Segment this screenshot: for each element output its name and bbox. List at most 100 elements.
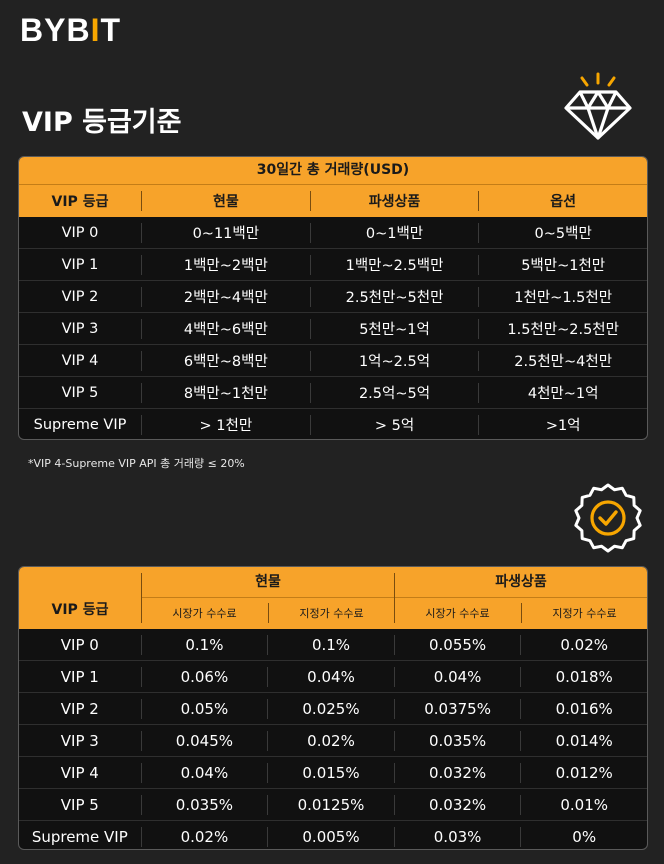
deriv-taker-fee-cell: 0.055% — [428, 635, 487, 654]
derivatives-volume-cell: 2.5천만~5천만 — [345, 290, 444, 306]
footnote: *VIP 4-Supreme VIP API 총 거래량 ≤ 20% — [28, 457, 245, 470]
deriv-maker-fee-cell: 0% — [572, 827, 597, 846]
deriv-taker-fee-cell: 0.0375% — [424, 699, 491, 718]
spot-volume-cell: 4백만~6백만 — [183, 322, 268, 338]
diamond-icon — [564, 72, 632, 140]
deriv-maker-fee-cell: 0.014% — [555, 731, 613, 750]
spot-volume-cell: 6백만~8백만 — [183, 354, 268, 370]
options-volume-cell: 0~5백만 — [534, 226, 592, 242]
options-volume-cell: 4천만~1억 — [527, 386, 599, 402]
fee-group-derivatives: 파생상품 — [395, 567, 647, 598]
badge-check-icon — [574, 483, 642, 553]
volume-table-column-headers: VIP 등급 현물 파생상품 옵션 — [19, 185, 647, 217]
options-volume-cell: >1억 — [545, 418, 581, 434]
fee-table-row: VIP 5 0.035% 0.0125% 0.032% 0.01% — [19, 788, 647, 820]
deriv-taker-fee-cell: 0.032% — [428, 763, 487, 782]
spot-volume-cell: 1백만~2백만 — [183, 258, 268, 274]
spot-maker-fee-cell: 0.1% — [311, 635, 351, 654]
spot-maker-fee-cell: 0.04% — [307, 667, 355, 686]
fee-table-row: VIP 4 0.04% 0.015% 0.032% 0.012% — [19, 756, 647, 788]
spot-taker-fee-cell: 0.045% — [175, 731, 233, 750]
options-volume-cell: 1.5천만~2.5천만 — [507, 322, 619, 338]
spot-volume-cell: 0~11백만 — [192, 226, 260, 242]
fee-table-row: Supreme VIP 0.02% 0.005% 0.03% 0% — [19, 820, 647, 849]
fee-subheader-spot-taker: 시장가 수수료 — [172, 607, 237, 620]
spot-taker-fee-cell: 0.1% — [185, 635, 224, 654]
options-volume-cell: 5백만~1천만 — [521, 258, 606, 274]
tier-cell: VIP 4 — [61, 352, 99, 369]
tier-cell: VIP 2 — [60, 699, 99, 718]
volume-table-row: Supreme VIP > 1천만 > 5억 >1억 — [19, 408, 647, 439]
derivatives-volume-cell: 2.5억~5억 — [358, 386, 431, 402]
tier-cell: VIP 3 — [60, 731, 99, 750]
deriv-taker-fee-cell: 0.035% — [428, 731, 487, 750]
spot-maker-fee-cell: 0.005% — [302, 827, 360, 846]
spot-maker-fee-cell: 0.0125% — [297, 795, 365, 814]
spot-taker-fee-cell: 0.02% — [180, 827, 229, 846]
spot-volume-cell: 8백만~1천만 — [183, 386, 268, 402]
volume-table-row: VIP 4 6백만~8백만 1억~2.5억 2.5천만~4천만 — [19, 344, 647, 376]
derivatives-volume-cell: 1억~2.5억 — [358, 354, 431, 370]
tier-cell: VIP 0 — [61, 224, 99, 241]
fee-table-row: VIP 3 0.045% 0.02% 0.035% 0.014% — [19, 724, 647, 756]
deriv-maker-fee-cell: 0.01% — [560, 795, 609, 814]
volume-table-row: VIP 5 8백만~1천만 2.5억~5억 4천만~1억 — [19, 376, 647, 408]
fee-col-header-tier: VIP 등급 — [51, 602, 109, 618]
spot-maker-fee-cell: 0.02% — [307, 731, 355, 750]
tier-cell: VIP 1 — [60, 667, 99, 686]
volume-table-row: VIP 2 2백만~4백만 2.5천만~5천만 1천만~1.5천만 — [19, 280, 647, 312]
volume-table-row: VIP 3 4백만~6백만 5천만~1억 1.5천만~2.5천만 — [19, 312, 647, 344]
deriv-maker-fee-cell: 0.012% — [555, 763, 613, 782]
spot-maker-fee-cell: 0.025% — [302, 699, 360, 718]
tier-cell: VIP 5 — [60, 795, 99, 814]
fee-subheader-deriv-maker: 지정가 수수료 — [552, 607, 617, 620]
tier-cell: VIP 4 — [60, 763, 99, 782]
deriv-maker-fee-cell: 0.016% — [555, 699, 613, 718]
tier-cell: VIP 5 — [61, 384, 99, 401]
tier-cell: VIP 2 — [61, 288, 99, 305]
volume-criteria-table: 30일간 총 거래량(USD) VIP 등급 현물 파생상품 옵션 VIP 0 0… — [18, 156, 648, 440]
deriv-taker-fee-cell: 0.032% — [428, 795, 487, 814]
tier-cell: VIP 0 — [60, 635, 99, 654]
deriv-taker-fee-cell: 0.03% — [433, 827, 482, 846]
volume-table-body: VIP 0 0~11백만 0~1백만 0~5백만 VIP 1 1백만~2백만 1백만~2.5… — [19, 217, 647, 439]
fee-table-row: VIP 1 0.06% 0.04% 0.04% 0.018% — [19, 660, 647, 692]
derivatives-volume-cell: 5천만~1억 — [359, 322, 430, 338]
spot-maker-fee-cell: 0.015% — [302, 763, 360, 782]
col-header-options: 옵션 — [550, 194, 577, 210]
fee-table-header: VIP 등급 현물 파생상품 시장가 수수료 지정가 수수료 시장가 수수료 지… — [19, 567, 647, 629]
fee-subheader-deriv-taker: 시장가 수수료 — [425, 607, 490, 620]
fee-group-spot: 현물 — [142, 567, 394, 598]
deriv-maker-fee-cell: 0.018% — [555, 667, 613, 686]
tier-cell: Supreme VIP — [33, 416, 127, 433]
fee-subheader-spot-maker: 지정가 수수료 — [299, 607, 364, 620]
col-header-derivatives: 파생상품 — [368, 194, 421, 210]
col-header-spot: 현물 — [212, 194, 239, 210]
volume-table-title: 30일간 총 거래량(USD) — [19, 157, 647, 185]
derivatives-volume-cell: 0~1백만 — [365, 226, 424, 242]
tier-cell: VIP 1 — [61, 256, 99, 273]
spot-taker-fee-cell: 0.035% — [175, 795, 233, 814]
fee-table-row: VIP 2 0.05% 0.025% 0.0375% 0.016% — [19, 692, 647, 724]
volume-table-row: VIP 1 1백만~2백만 1백만~2.5백만 5백만~1천만 — [19, 248, 647, 280]
volume-table-header: 30일간 총 거래량(USD) VIP 등급 현물 파생상품 옵션 — [19, 157, 647, 217]
options-volume-cell: 1천만~1.5천만 — [514, 290, 613, 306]
spot-taker-fee-cell: 0.04% — [180, 763, 229, 782]
spot-volume-cell: > 1천만 — [199, 418, 253, 434]
page-title: VIP 등급기준 — [22, 107, 182, 138]
derivatives-volume-cell: 1백만~2.5백만 — [345, 258, 444, 274]
fee-table: VIP 등급 현물 파생상품 시장가 수수료 지정가 수수료 시장가 수수료 지… — [18, 566, 648, 850]
col-header-tier: VIP 등급 — [51, 194, 109, 210]
spot-volume-cell: 2백만~4백만 — [183, 290, 268, 306]
volume-table-row: VIP 0 0~11백만 0~1백만 0~5백만 — [19, 217, 647, 248]
deriv-maker-fee-cell: 0.02% — [560, 635, 609, 654]
fee-table-row: VIP 0 0.1% 0.1% 0.055% 0.02% — [19, 629, 647, 660]
tier-cell: VIP 3 — [61, 320, 99, 337]
derivatives-volume-cell: > 5억 — [374, 418, 415, 434]
spot-taker-fee-cell: 0.05% — [180, 699, 229, 718]
tier-cell: Supreme VIP — [31, 827, 128, 846]
spot-taker-fee-cell: 0.06% — [180, 667, 229, 686]
fee-table-body: VIP 0 0.1% 0.1% 0.055% 0.02% VIP 1 0.06% 0.04% 0… — [19, 629, 647, 849]
bybit-logo: BYBIT — [20, 12, 121, 48]
options-volume-cell: 2.5천만~4천만 — [514, 354, 613, 370]
